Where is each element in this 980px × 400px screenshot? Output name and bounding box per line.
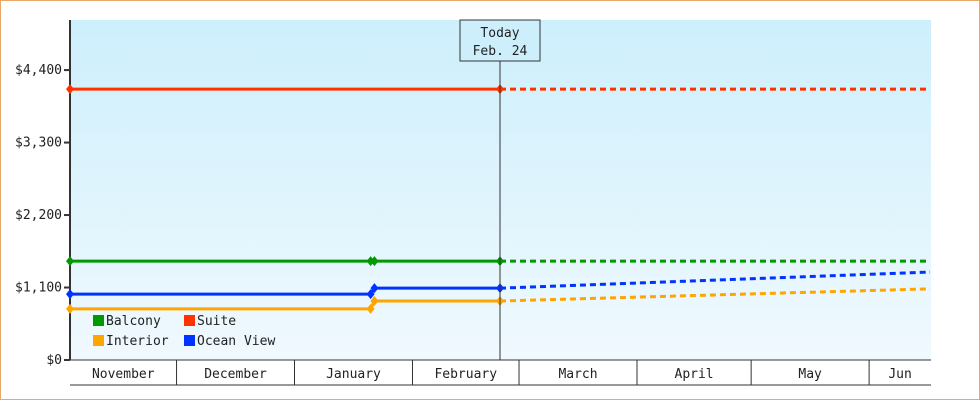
- data-point: [366, 289, 375, 300]
- y-tick-label: $4,400: [15, 63, 62, 78]
- y-tick-label: $1,100: [15, 281, 62, 296]
- data-point: [370, 283, 379, 294]
- legend-swatch: [93, 315, 104, 326]
- legend-swatch: [184, 335, 195, 346]
- legend-swatch: [93, 335, 104, 346]
- data-point: [66, 84, 74, 95]
- series-suite: [66, 84, 930, 95]
- data-point: [66, 303, 74, 314]
- legend-label: Balcony: [106, 314, 161, 329]
- x-tick-label: Jun: [888, 367, 911, 382]
- series-ocean-view: [66, 270, 931, 300]
- x-tick-label: March: [558, 367, 597, 382]
- forecast-line: [499, 287, 931, 303]
- x-tick-label: November: [92, 367, 155, 382]
- x-tick-label: February: [434, 367, 497, 382]
- x-tick-label: December: [204, 367, 267, 382]
- series-line: [70, 286, 500, 296]
- today-date: Feb. 24: [473, 44, 528, 59]
- data-point: [370, 296, 379, 307]
- data-point: [366, 303, 375, 314]
- legend-label: Ocean View: [197, 334, 275, 349]
- y-tick-label: $2,200: [15, 208, 62, 223]
- x-tick-label: January: [326, 367, 381, 382]
- x-tick-label: April: [675, 367, 714, 382]
- today-box: [459, 19, 541, 62]
- forecast-line: [499, 270, 931, 290]
- data-point: [66, 256, 74, 267]
- legend-label: Interior: [106, 334, 169, 349]
- data-point: [66, 289, 74, 300]
- series-interior: [66, 287, 931, 314]
- x-tick-label: May: [798, 367, 822, 382]
- series-line: [70, 299, 500, 311]
- legend-swatch: [184, 315, 195, 326]
- data-point: [370, 256, 379, 267]
- y-tick-label: $3,300: [15, 136, 62, 151]
- series-balcony: [66, 256, 930, 267]
- legend-label: Suite: [197, 314, 236, 329]
- y-tick-label: $0: [46, 353, 62, 368]
- today-label: Today: [480, 26, 519, 41]
